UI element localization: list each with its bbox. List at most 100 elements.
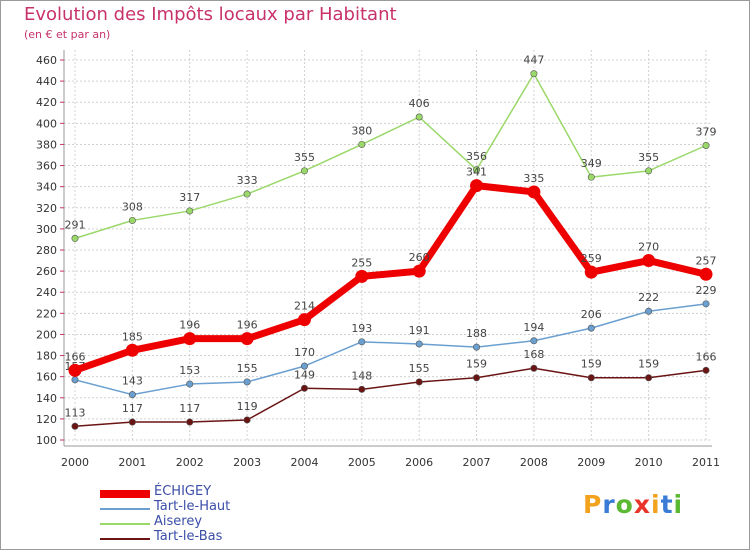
- data-point-aiserey: [645, 167, 653, 175]
- y-tick-label: 380: [36, 138, 57, 151]
- data-point-aiserey: [243, 190, 251, 198]
- data-label-aiserey: 447: [523, 54, 544, 67]
- data-point--chigey: [297, 313, 311, 327]
- data-point-aiserey: [702, 142, 710, 150]
- data-point-tart-le-haut: [128, 391, 136, 399]
- legend-label: Tart-le-Bas: [154, 529, 223, 544]
- data-label-aiserey: 406: [409, 97, 430, 110]
- data-label-tart-le-bas: 155: [409, 362, 430, 375]
- legend-swatch: [100, 523, 150, 525]
- data-label--chigey: 185: [122, 330, 143, 343]
- data-point-aiserey: [71, 234, 79, 242]
- data-label-tart-le-haut: 222: [638, 291, 659, 304]
- x-tick-label: 2009: [577, 456, 605, 469]
- data-point-aiserey: [587, 173, 595, 181]
- x-tick-label: 2002: [176, 456, 204, 469]
- data-label-tart-le-bas: 113: [65, 406, 86, 419]
- data-label-aiserey: 355: [638, 151, 659, 164]
- data-point-tart-le-haut: [243, 378, 251, 386]
- data-point--chigey: [68, 363, 82, 377]
- data-point-aiserey: [358, 140, 366, 148]
- data-label-tart-le-bas: 119: [237, 400, 258, 413]
- y-tick-label: 420: [36, 96, 57, 109]
- series-line--chigey: [73, 182, 707, 374]
- y-tick-label: 100: [36, 434, 57, 447]
- legend-swatch: [100, 538, 150, 540]
- data-point--chigey: [183, 332, 197, 346]
- y-tick-label: 140: [36, 392, 57, 405]
- data-label--chigey: 196: [237, 319, 258, 332]
- x-tick-label: 2004: [290, 456, 318, 469]
- data-label-tart-le-haut: 193: [351, 322, 372, 335]
- data-label-tart-le-haut: 206: [581, 308, 602, 321]
- x-tick-label: 2011: [692, 456, 720, 469]
- data-point-aiserey: [128, 216, 136, 224]
- data-point-aiserey: [530, 70, 538, 78]
- data-label-aiserey: 291: [65, 218, 86, 231]
- y-tick-label: 280: [36, 244, 57, 257]
- x-tick-label: 2008: [520, 456, 548, 469]
- y-tick-label: 180: [36, 350, 57, 363]
- data-label--chigey: 270: [638, 241, 659, 254]
- data-label--chigey: 257: [696, 254, 717, 267]
- legend-swatch: [100, 508, 150, 510]
- data-point-tart-le-haut: [186, 380, 194, 388]
- data-label-aiserey: 380: [351, 124, 372, 137]
- logo-letter: i: [651, 490, 661, 519]
- legend-label: Tart-le-Haut: [154, 499, 231, 514]
- y-tick-label: 320: [36, 202, 57, 215]
- data-point-aiserey: [473, 166, 481, 174]
- data-label-tart-le-bas: 149: [294, 368, 315, 381]
- logo-letter: r: [602, 490, 616, 519]
- data-point-tart-le-haut: [358, 338, 366, 346]
- data-point-tart-le-bas: [71, 422, 79, 430]
- series-line-tart-le-bas: [74, 367, 707, 428]
- data-point--chigey: [125, 343, 139, 357]
- logo-letter: x: [633, 490, 651, 519]
- x-tick-label: 2005: [348, 456, 376, 469]
- data-label-aiserey: 333: [237, 174, 258, 187]
- data-point-tart-le-haut: [587, 324, 595, 332]
- data-point-tart-le-bas: [243, 416, 251, 424]
- data-label--chigey: 255: [351, 256, 372, 269]
- data-point--chigey: [470, 179, 484, 193]
- data-point--chigey: [412, 264, 426, 278]
- proxiti-logo: Proxiti: [583, 490, 683, 519]
- y-tick-label: 360: [36, 160, 57, 173]
- data-point-tart-le-bas: [587, 374, 595, 382]
- data-label-aiserey: 356: [466, 150, 487, 163]
- data-point-tart-le-bas: [300, 384, 308, 392]
- y-tick-label: 120: [36, 413, 57, 426]
- y-tick-label: 160: [36, 371, 57, 384]
- x-tick-label: 2000: [61, 456, 89, 469]
- data-point-tart-le-bas: [415, 378, 423, 386]
- data-label--chigey: 196: [179, 319, 200, 332]
- data-label-aiserey: 355: [294, 151, 315, 164]
- data-point--chigey: [527, 185, 541, 199]
- data-label-tart-le-haut: 143: [122, 375, 143, 388]
- y-tick-label: 220: [36, 307, 57, 320]
- data-point--chigey: [699, 267, 713, 281]
- data-point-tart-le-bas: [186, 418, 194, 426]
- data-point--chigey: [642, 254, 656, 268]
- x-tick-label: 2006: [405, 456, 433, 469]
- data-label-tart-le-haut: 153: [179, 364, 200, 377]
- data-point-tart-le-bas: [358, 385, 366, 393]
- data-label-tart-le-haut: 170: [294, 346, 315, 359]
- logo-letter: t: [660, 490, 674, 519]
- data-point-tart-le-bas: [128, 418, 136, 426]
- data-point-tart-le-haut: [300, 362, 308, 370]
- data-label-tart-le-bas: 159: [466, 358, 487, 371]
- x-tick-label: 2001: [118, 456, 146, 469]
- data-label-tart-le-bas: 159: [581, 358, 602, 371]
- x-tick-label: 2007: [463, 456, 491, 469]
- data-point-tart-le-bas: [645, 374, 653, 382]
- y-tick-label: 300: [36, 223, 57, 236]
- data-label--chigey: 341: [466, 166, 487, 179]
- data-label-tart-le-bas: 148: [351, 369, 372, 382]
- data-label-tart-le-haut: 188: [466, 327, 487, 340]
- data-point--chigey: [240, 332, 254, 346]
- data-label-tart-le-haut: 155: [237, 362, 258, 375]
- legend-label: ÉCHIGEY: [154, 484, 212, 499]
- data-label-tart-le-haut: 229: [696, 284, 717, 297]
